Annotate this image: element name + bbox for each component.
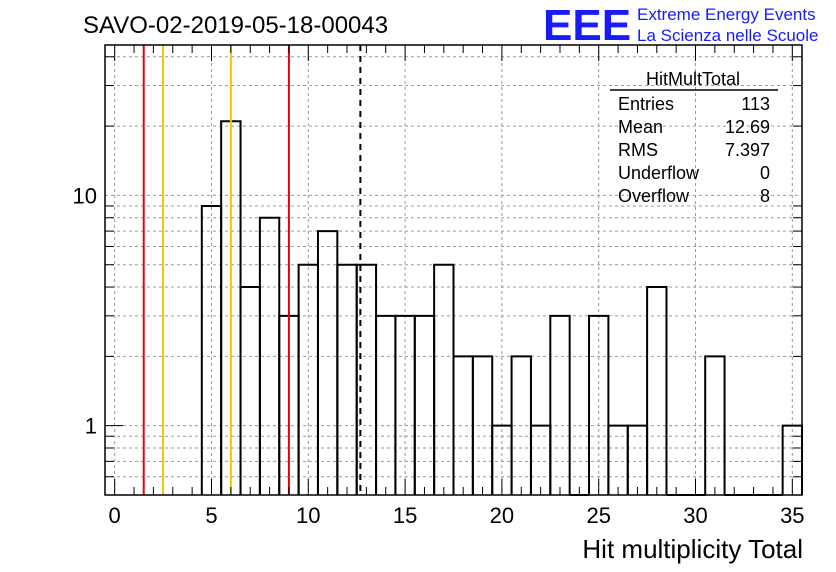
stats-label-rms: RMS [618, 140, 658, 160]
x-tick-label: 25 [586, 503, 610, 528]
x-tick-label: 20 [490, 503, 514, 528]
y-tick-label: 10 [73, 183, 97, 208]
histogram-bin [646, 286, 668, 495]
histogram-bin [375, 314, 397, 495]
stats-value-underflow: 0 [760, 163, 770, 183]
histogram-bin [413, 314, 436, 495]
histogram-bin [336, 263, 358, 495]
x-tick-label: 35 [780, 503, 804, 528]
axes: 0 5 10 15 20 25 30 35 1 10 [73, 44, 805, 528]
x-tick-label: 5 [205, 503, 217, 528]
histogram-bin [626, 424, 649, 495]
marker-lines [142, 45, 362, 495]
stats-label-entries: Entries [618, 94, 674, 114]
x-tick-label: 30 [683, 503, 707, 528]
stats-value-overflow: 8 [760, 186, 770, 206]
stats-value-rms: 7.397 [725, 140, 770, 160]
stats-value-mean: 12.69 [725, 117, 770, 137]
chart-title: SAVO-02-2019-05-18-00043 [83, 12, 388, 39]
stats-label-overflow: Overflow [618, 186, 690, 206]
y-tick-label: 1 [85, 414, 97, 439]
histogram-bin [452, 355, 474, 495]
stats-label-mean: Mean [618, 117, 663, 137]
x-tick-label: 10 [296, 503, 320, 528]
logo-line-1: Extreme Energy Events [637, 5, 816, 24]
histogram-bin [433, 263, 455, 495]
plot-frame [104, 44, 803, 496]
histogram-bin [588, 314, 610, 495]
x-tick-label: 0 [109, 503, 121, 528]
histogram-bin [549, 314, 571, 495]
logo-line-2: La Scienza nelle Scuole [637, 26, 818, 45]
logo-mark: EEE [543, 1, 631, 50]
histogram-bin [704, 355, 726, 495]
x-tick-label: 15 [393, 503, 417, 528]
x-axis-label: Hit multiplicity Total [582, 534, 803, 564]
stats-value-entries: 113 [741, 94, 770, 114]
stats-box: HitMultTotal Entries 113 Mean 12.69 RMS 7.397… [610, 69, 778, 206]
histogram-bin [316, 230, 339, 495]
eee-logo: EEE Extreme Energy Events La Scienza nel… [543, 1, 818, 50]
stats-label-underflow: Underflow [618, 163, 700, 183]
stats-name: HitMultTotal [646, 69, 740, 89]
histogram-bin [239, 286, 261, 495]
